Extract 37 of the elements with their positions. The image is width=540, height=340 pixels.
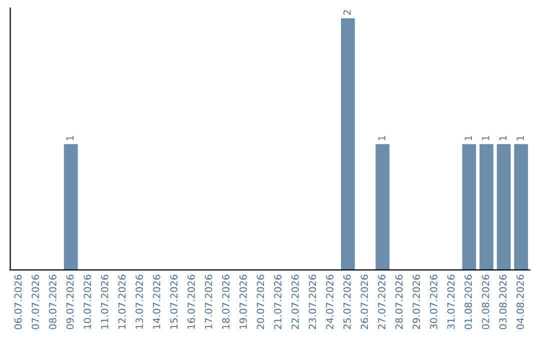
x-tick-label: 18.07.2026 (222, 274, 230, 329)
data-label: 2 (343, 10, 351, 15)
x-tick-label: 29.07.2026 (412, 274, 420, 330)
x-tick-label: 20.07.2026 (256, 274, 264, 330)
x-tick-label: 30.07.2026 (430, 274, 438, 330)
x-tick-label: 22.07.2026 (291, 274, 299, 330)
x-tick-label: 10.07.2026 (84, 274, 92, 329)
x-tick-label: 13.07.2026 (136, 274, 143, 329)
x-tick-label: 21.07.2026 (274, 274, 282, 330)
data-label: 1 (499, 136, 506, 140)
x-tick-label: 08.07.2026 (49, 274, 56, 330)
x-tick-label: 16.07.2026 (188, 274, 195, 329)
x-tick-label: 03.08.2026 (499, 274, 507, 330)
x-tick-label: 02.08.2026 (482, 274, 490, 330)
x-tick-label: 04.08.2026 (516, 274, 524, 330)
data-label: 1 (464, 136, 472, 140)
x-tick-label: 11.07.2026 (100, 274, 108, 329)
x-tick-label: 09.07.2026 (66, 274, 74, 330)
x-tick-label: 12.07.2026 (118, 274, 126, 329)
x-tick-label: 25.07.2026 (343, 274, 351, 330)
data-label: 1 (66, 136, 74, 140)
x-tick-label: 23.07.2026 (308, 274, 316, 330)
x-tick-label: 01.08.2026 (464, 274, 472, 330)
x-tick-label: 14.07.2026 (152, 274, 160, 329)
data-label: 1 (516, 136, 524, 140)
x-tick-label: 26.07.2026 (360, 274, 368, 330)
x-tick-label: 19.07.2026 (239, 274, 247, 329)
data-label: 1 (482, 136, 490, 140)
data-label: 1 (378, 136, 386, 140)
x-tick-label: 07.07.2026 (32, 274, 40, 330)
x-tick-label: 24.07.2026 (326, 274, 334, 330)
x-tick-label: 15.07.2026 (170, 274, 178, 329)
x-tick-label: 17.07.2026 (204, 274, 212, 329)
x-tick-label: 27.07.2026 (378, 274, 386, 330)
x-tick-label: 31.07.2026 (447, 274, 455, 330)
x-tick-label: 06.07.2026 (14, 274, 22, 330)
x-tick-label: 28.07.2026 (395, 274, 403, 330)
